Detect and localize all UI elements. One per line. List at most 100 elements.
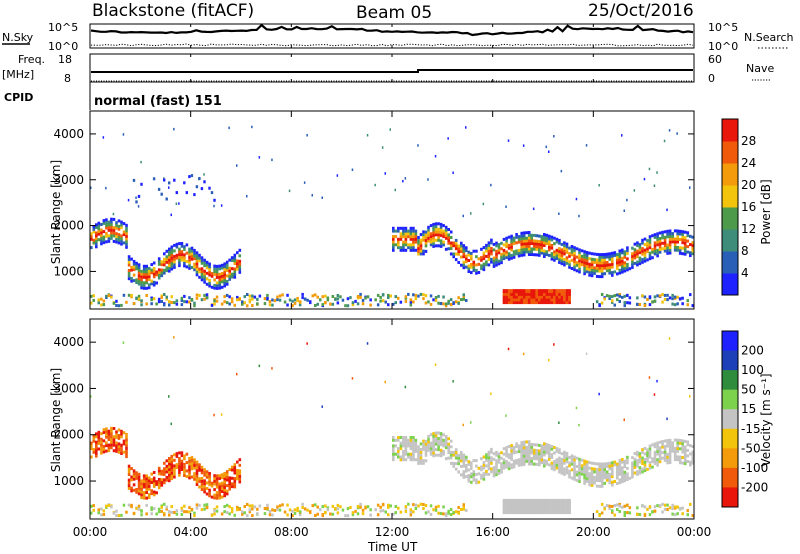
- heatmap-cell: [168, 473, 171, 477]
- heatmap-cell: [550, 291, 554, 296]
- heatmap-cell: [142, 491, 146, 495]
- heatmap-cell: [223, 485, 226, 489]
- heatmap-cell: [686, 234, 690, 238]
- heatmap-cell: [110, 437, 113, 441]
- heatmap-cell: [502, 466, 506, 470]
- heatmap-cell: [412, 438, 415, 442]
- heatmap-cell: [663, 246, 667, 250]
- heatmap-cell: [658, 454, 662, 458]
- heatmap-cell: [563, 260, 566, 264]
- heatmap-cell: [595, 252, 599, 256]
- heatmap-cell: [512, 507, 516, 512]
- heatmap-cell: [203, 490, 206, 494]
- heatmap-cell: [600, 479, 604, 483]
- heatmap-cell: [623, 476, 627, 480]
- heatmap-cell: [142, 273, 146, 277]
- heatmap-cell: [641, 258, 644, 262]
- heatmap-cell: [437, 431, 440, 435]
- heatmap-cell: [462, 503, 465, 507]
- heatmap-cell: [623, 465, 627, 469]
- heatmap-cell: [608, 297, 611, 300]
- heatmap-cell: [170, 466, 174, 469]
- heatmap-cell: [585, 471, 589, 475]
- heatmap-cell: [560, 294, 564, 299]
- heatmap-cell: [527, 504, 531, 509]
- heatmap-cell: [135, 281, 138, 284]
- heatmap-cell: [417, 453, 420, 457]
- heatmap-cell: [150, 296, 153, 300]
- heatmap-cell: [427, 234, 430, 237]
- heatmap-cell: [402, 452, 405, 456]
- heatmap-cell: [470, 475, 473, 479]
- heatmap-cell: [168, 250, 171, 254]
- heatmap-cell: [414, 438, 418, 442]
- heatmap-cell: [160, 295, 163, 299]
- heatmap-cell: [495, 467, 498, 471]
- heatmap-cell: [208, 270, 211, 274]
- heatmap-cell: [412, 441, 415, 445]
- heatmap-cell: [208, 488, 211, 492]
- heatmap-cell: [683, 238, 687, 242]
- heatmap-cell: [115, 299, 118, 303]
- heatmap-cell: [588, 472, 591, 476]
- heatmap-cell: [583, 481, 586, 485]
- heatmap-cell: [361, 512, 365, 516]
- nsearch-trace: [90, 43, 694, 47]
- heatmap-cell: [565, 291, 569, 296]
- heatmap-cell: [527, 239, 531, 243]
- heatmap-cell: [613, 480, 617, 483]
- heatmap-cell: [588, 480, 591, 484]
- heatmap-cell: [485, 472, 488, 476]
- heatmap-cell: [532, 291, 536, 296]
- heatmap-cell: [157, 477, 161, 481]
- heatmap-cell: [137, 489, 141, 493]
- heatmap-cell: [656, 463, 659, 467]
- heatmap-cell: [168, 300, 171, 304]
- heatmap-cell: [412, 436, 415, 439]
- heatmap-cell: [490, 257, 493, 261]
- heatmap-cell: [538, 460, 541, 464]
- heatmap-cell: [331, 295, 335, 298]
- heatmap-cell: [641, 247, 644, 251]
- heatmap-cell: [540, 243, 544, 247]
- heatmap-cell: [95, 432, 98, 436]
- heatmap-cell: [520, 463, 523, 467]
- heatmap-cell: [470, 257, 473, 261]
- velocity-panel-frame: [89, 318, 695, 520]
- heatmap-cell: [671, 240, 674, 244]
- heatmap-cell: [102, 513, 106, 516]
- heatmap-cell: [137, 478, 141, 482]
- heatmap-cell: [120, 220, 123, 224]
- heatmap-cell: [563, 249, 566, 253]
- heatmap-cell: [437, 504, 440, 508]
- heatmap-cell: [462, 255, 466, 259]
- heatmap-cell: [223, 477, 226, 481]
- heatmap-cell: [525, 250, 528, 254]
- heatmap-cell: [653, 249, 657, 253]
- heatmap-cell: [512, 236, 516, 240]
- heatmap-cell: [361, 298, 365, 302]
- heatmap-cell: [507, 467, 511, 471]
- heatmap-cell: [117, 445, 121, 449]
- heatmap-cell: [402, 240, 405, 244]
- heatmap-cell: [168, 258, 171, 262]
- heatmap-cell: [170, 422, 172, 426]
- heatmap-cell: [137, 507, 141, 511]
- heatmap-cell: [681, 439, 684, 443]
- heatmap-cell: [407, 455, 410, 459]
- heatmap-cell: [112, 511, 116, 515]
- heatmap-cell: [565, 507, 569, 512]
- heatmap-cell: [603, 468, 606, 471]
- heatmap-cell: [107, 223, 111, 227]
- noise-tick-left-low: 10^0: [48, 40, 78, 53]
- heatmap-cell: [291, 299, 294, 303]
- heatmap-cell: [157, 472, 161, 476]
- heatmap-cell: [437, 445, 440, 449]
- heatmap-cell: [578, 248, 581, 252]
- heatmap-cell: [173, 249, 176, 253]
- heatmap-cell: [175, 202, 178, 205]
- heatmap-cell: [532, 207, 535, 211]
- heatmap-cell: [525, 501, 529, 506]
- heatmap-cell: [598, 304, 601, 308]
